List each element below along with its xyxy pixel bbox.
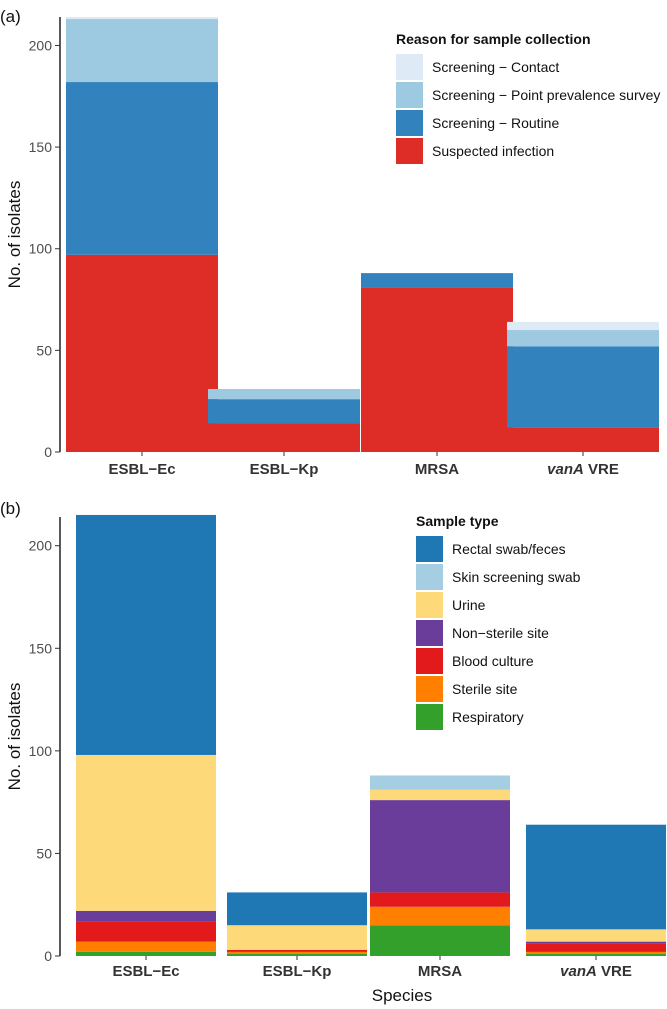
x-tick-label: MRSA: [418, 963, 462, 980]
y-axis-title: No. of isolates: [5, 683, 24, 791]
bar-segment: [526, 953, 666, 956]
legend-label: Rectal swab/feces: [452, 541, 566, 557]
legend-swatch: [416, 704, 443, 730]
legend-label: Blood culture: [452, 653, 534, 669]
bar-segment: [370, 892, 510, 907]
bar-segment: [526, 951, 666, 954]
x-tick-label-text: ESBL−Kp: [250, 461, 319, 478]
bar-segment: [526, 943, 666, 952]
bar-segment: [66, 19, 218, 83]
bar-segment: [507, 321, 659, 331]
bar-segment: [66, 82, 218, 255]
legend-swatch: [396, 54, 423, 80]
y-tick-label: 50: [36, 845, 52, 861]
bar-segment: [76, 754, 216, 911]
panel-label: (b): [0, 499, 21, 518]
legend-swatch: [416, 536, 443, 562]
x-tick-label-text: MRSA: [415, 461, 459, 478]
legend-title: Reason for sample collection: [396, 31, 591, 47]
y-tick-label: 200: [29, 37, 53, 53]
x-tick-label: ESBL−Kp: [263, 963, 332, 980]
x-tick-label: MRSA: [415, 461, 459, 478]
legend-label: Screening − Routine: [432, 115, 559, 131]
x-tick-label-italic: vanA: [547, 461, 584, 478]
y-tick-label: 150: [29, 640, 53, 656]
legend-label: Screening − Point prevalence survey: [432, 87, 660, 103]
bar-segment: [227, 951, 367, 954]
bar-segment: [227, 953, 367, 956]
x-tick-label-text: ESBL−Kp: [263, 963, 332, 980]
bar-segment: [370, 800, 510, 893]
legend-label: Urine: [452, 597, 486, 613]
bar-segment: [227, 925, 367, 950]
x-tick-label: vanA VRE: [560, 963, 632, 980]
bar-segment: [507, 346, 659, 428]
bar-segment: [208, 423, 360, 452]
bar-segment: [76, 921, 216, 942]
y-tick-label: 100: [29, 743, 53, 759]
bar-segment: [76, 910, 216, 922]
x-tick-label-text: VRE: [584, 461, 619, 478]
panel-label: (a): [0, 7, 21, 26]
legend-swatch: [416, 592, 443, 618]
legend-label: Non−sterile site: [452, 625, 549, 641]
y-tick-label: 150: [29, 139, 53, 155]
bar-segment: [208, 388, 360, 400]
x-tick-label-italic: vanA: [560, 963, 597, 980]
x-tick-label: ESBL−Kp: [250, 461, 319, 478]
bar-segment: [370, 775, 510, 790]
x-tick-label: ESBL−Ec: [112, 963, 179, 980]
x-axis-title: Species: [372, 986, 432, 1005]
legend-swatch: [416, 676, 443, 702]
bar-segment: [526, 929, 666, 942]
x-tick-label-text: VRE: [597, 963, 632, 980]
bar-segment: [507, 427, 659, 452]
bar-segment: [227, 892, 367, 926]
x-tick-label-text: MRSA: [418, 963, 462, 980]
bar-segment: [76, 951, 216, 956]
legend: Reason for sample collection Screening − …: [396, 31, 660, 164]
bar-segment: [526, 941, 666, 944]
legend-swatch: [416, 620, 443, 646]
bar-segment: [66, 17, 218, 20]
bar-segment: [66, 254, 218, 452]
legend-label: Suspected infection: [432, 143, 554, 159]
y-tick-label: 0: [44, 948, 52, 964]
legend: Sample type Rectal swab/feces Skin screeni…: [416, 513, 581, 730]
bar-segment: [370, 925, 510, 956]
y-tick-label: 200: [29, 538, 53, 554]
x-tick-label-text: ESBL−Ec: [108, 461, 175, 478]
legend-label: Screening − Contact: [432, 59, 559, 75]
x-tick-label: ESBL−Ec: [108, 461, 175, 478]
bar-segment: [361, 287, 513, 452]
x-tick-label: vanA VRE: [547, 461, 619, 478]
legend-label: Sterile site: [452, 681, 518, 697]
x-tick-label-text: ESBL−Ec: [112, 963, 179, 980]
legend-swatch: [396, 138, 423, 164]
bar-segment: [227, 949, 367, 952]
chart-panel-a: (a) 0 50 100 150 200 ESBL−Ec ESBL−Kp MRSA vanA VR…: [0, 7, 660, 478]
legend-label: Respiratory: [452, 709, 524, 725]
legend-swatch: [396, 82, 423, 108]
bar-segment: [370, 906, 510, 926]
bar-segment: [526, 824, 666, 930]
bar-segment: [208, 399, 360, 424]
legend-label: Skin screening swab: [452, 569, 581, 585]
legend-swatch: [416, 648, 443, 674]
bar-segment: [370, 789, 510, 801]
bar-segment: [76, 941, 216, 952]
legend-title: Sample type: [416, 513, 499, 529]
bar-segment: [76, 514, 216, 755]
y-axis-title: No. of isolates: [5, 181, 24, 289]
legend-swatch: [396, 110, 423, 136]
chart-panel-b: (b) 0 50 100 150 200 ESBL−Ec ESBL−Kp MRSA vanA VR…: [0, 499, 666, 1005]
y-tick-label: 0: [44, 444, 52, 460]
y-tick-label: 50: [36, 342, 52, 358]
bar-segment: [507, 330, 659, 347]
y-tick-label: 100: [29, 241, 53, 257]
legend-swatch: [416, 564, 443, 590]
bar-segment: [361, 273, 513, 288]
